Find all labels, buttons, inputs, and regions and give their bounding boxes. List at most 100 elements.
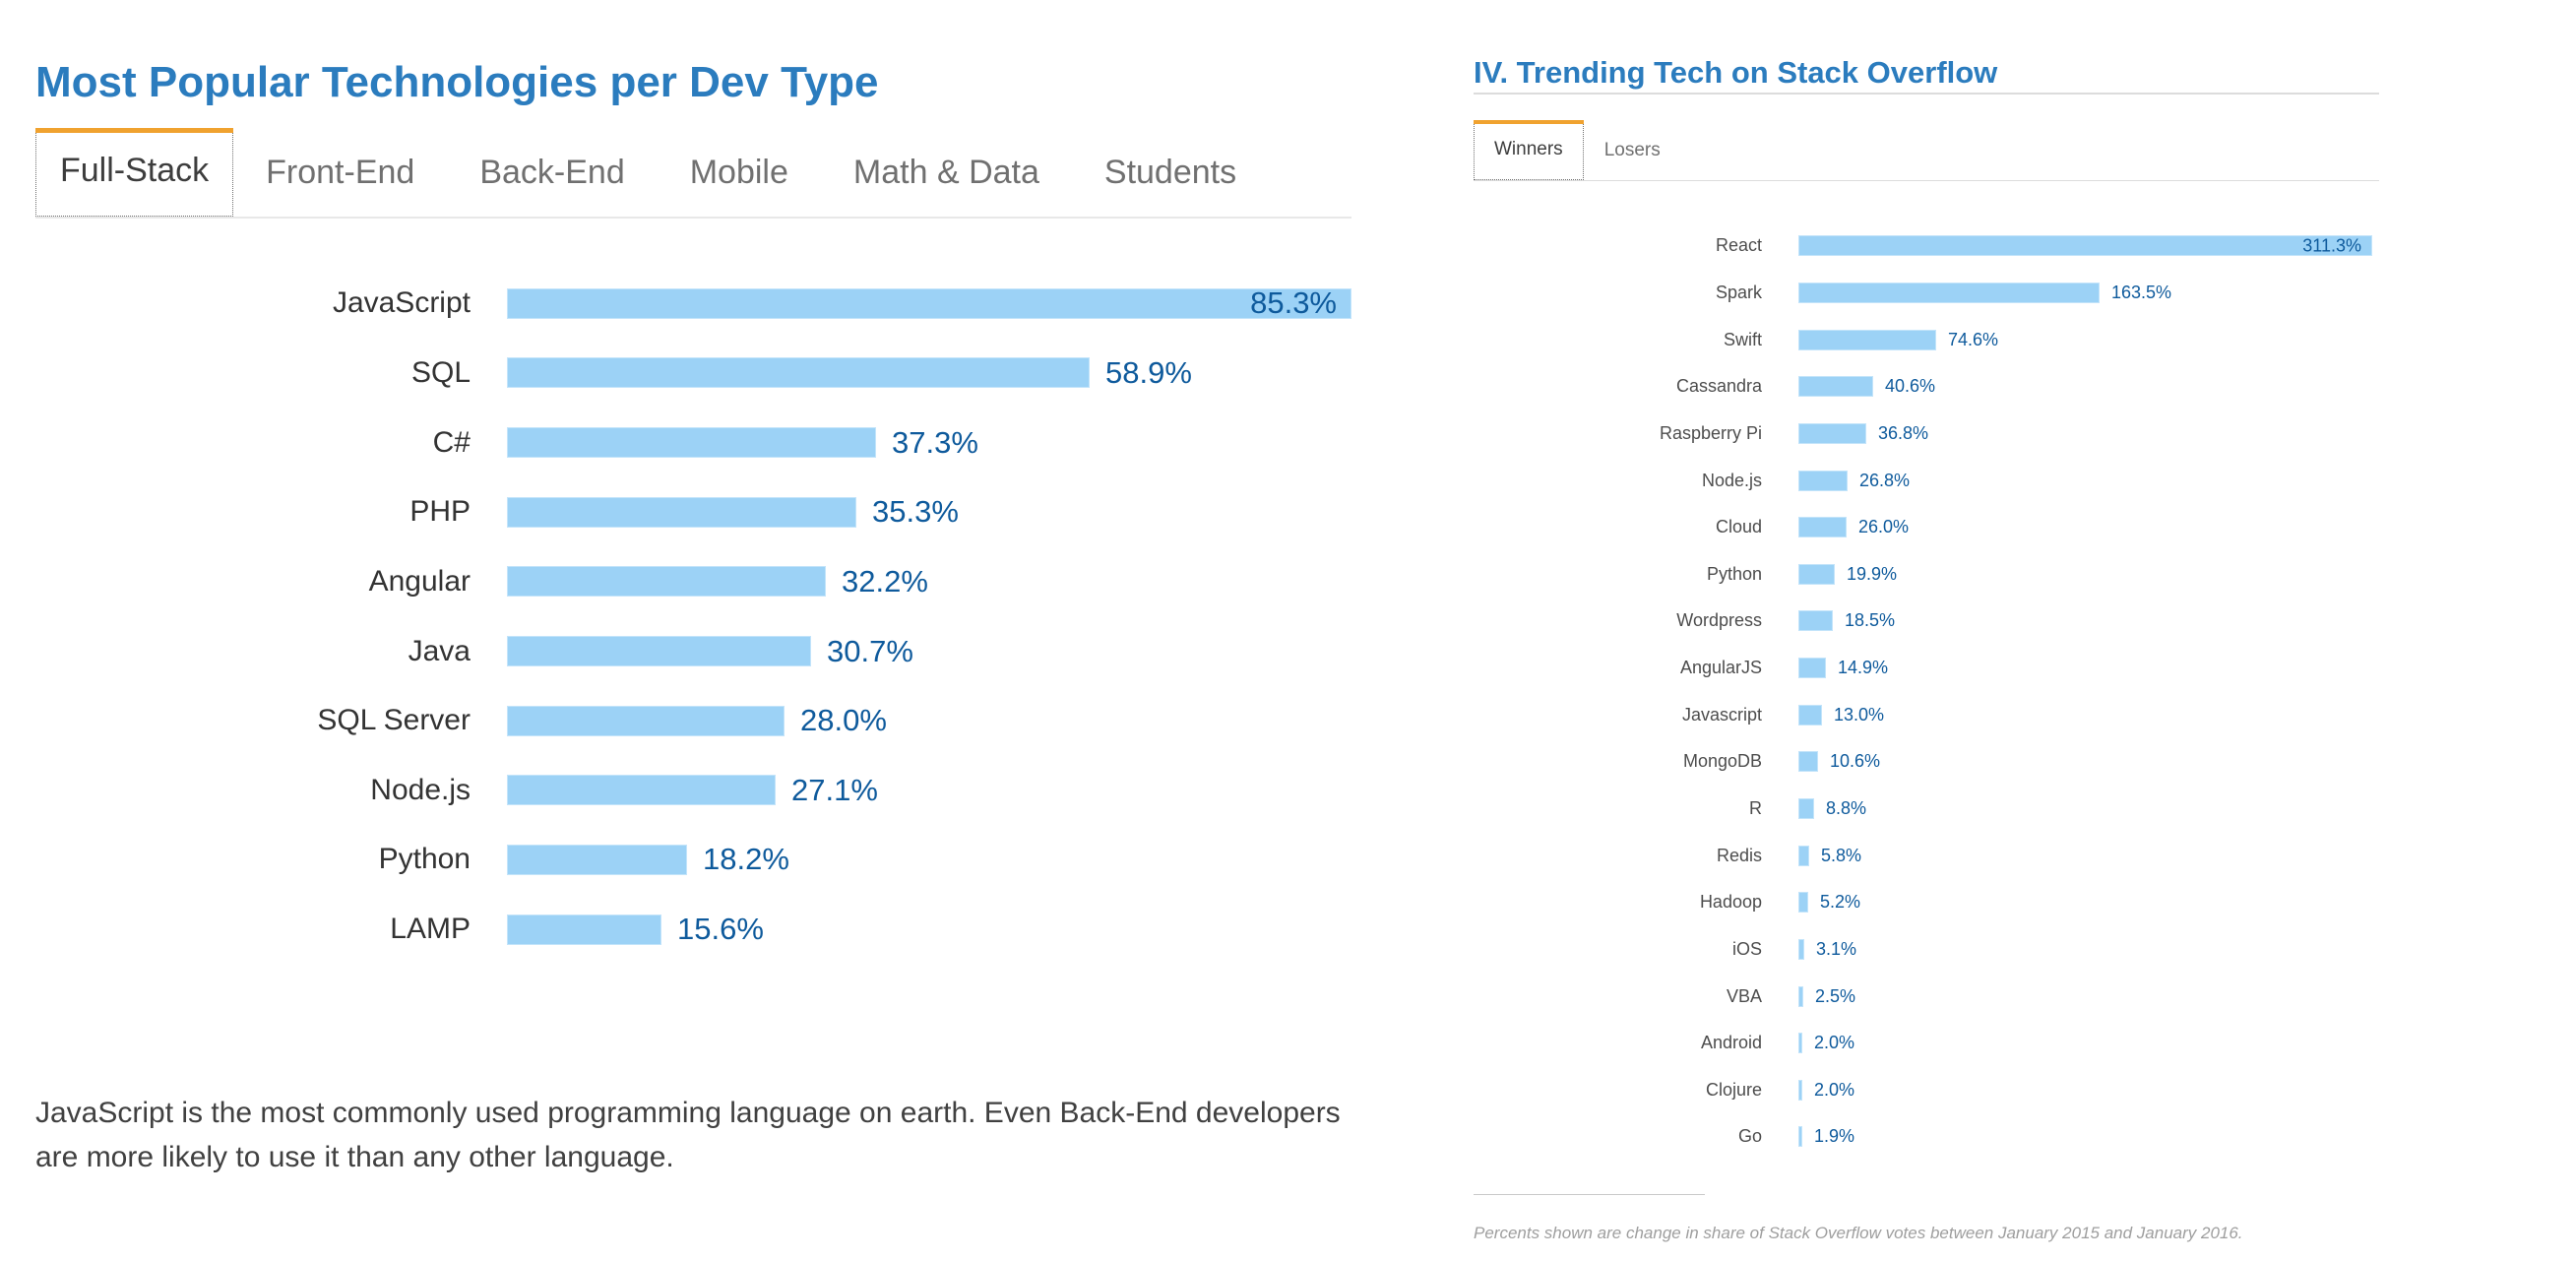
bar-track: 2.0% — [1798, 1033, 2379, 1054]
chart-row: JavaScript 85.3% — [35, 269, 1351, 339]
value-label: 5.2% — [1820, 892, 1861, 913]
chart-row: Javascript 13.0% — [1474, 691, 2379, 738]
value-label: 13.0% — [1834, 704, 1885, 725]
bar-track: 36.8% — [1798, 422, 2379, 444]
bar[interactable] — [507, 775, 776, 806]
chart-row: Redis 5.8% — [1474, 832, 2379, 879]
bar[interactable] — [1798, 422, 1866, 444]
bar[interactable] — [507, 496, 856, 528]
chart-row: VBA 2.5% — [1474, 973, 2379, 1020]
bar-track: 26.8% — [1798, 470, 2379, 491]
bar-track: 8.8% — [1798, 798, 2379, 819]
chart-row: Swift 74.6% — [1474, 316, 2379, 363]
bar-track: 163.5% — [1798, 282, 2379, 303]
tab-back-end[interactable]: Back-End — [479, 153, 625, 191]
bar-track: 14.9% — [1798, 658, 2379, 679]
bar[interactable] — [1798, 845, 1809, 866]
bar[interactable]: 85.3% — [507, 285, 1351, 320]
bar-track: 74.6% — [1798, 329, 2379, 350]
value-label: 19.9% — [1847, 563, 1898, 584]
bar-track: 1.9% — [1798, 1126, 2379, 1148]
chart-row: LAMP 15.6% — [35, 895, 1351, 965]
value-label: 27.1% — [791, 772, 878, 807]
value-label: 37.3% — [892, 424, 978, 460]
tab-winners[interactable]: Winners — [1474, 120, 1584, 180]
bar[interactable] — [507, 914, 661, 945]
bar[interactable] — [1798, 329, 1936, 350]
bar[interactable] — [1798, 798, 1814, 819]
popular-technologies-bar-chart: JavaScript 85.3% SQL 58.9% C# 37.3% PHP 35.3% An… — [35, 269, 1351, 964]
chart-row: Node.js 27.1% — [35, 755, 1351, 825]
category-label: Javascript — [1681, 704, 1762, 725]
bar-track: 85.3% — [507, 285, 1351, 320]
tab-front-end[interactable]: Front-End — [266, 153, 415, 191]
value-label: 2.0% — [1814, 1079, 1855, 1100]
bar[interactable]: 311.3% — [1798, 235, 2372, 257]
chart-row: React 311.3% — [1474, 222, 2379, 270]
category-label: Node.js — [370, 773, 471, 806]
bar-track: 19.9% — [1798, 563, 2379, 585]
bar[interactable] — [1798, 282, 2100, 303]
value-label: 8.8% — [1826, 798, 1867, 818]
category-label: SQL — [410, 355, 471, 389]
bar-track: 26.0% — [1798, 517, 2379, 538]
value-label: 26.0% — [1858, 517, 1910, 537]
bar-track: 30.7% — [507, 634, 1351, 669]
bar[interactable] — [1798, 470, 1848, 491]
tab-full-stack[interactable]: Full-Stack — [35, 128, 234, 217]
trending-tech-bar-chart: React 311.3% Spark 163.5% Swift 74.6% Cassandr… — [1474, 222, 2379, 1161]
value-label: 10.6% — [1830, 751, 1881, 772]
bar[interactable] — [507, 427, 876, 459]
category-label: PHP — [409, 495, 471, 529]
category-label: Spark — [1715, 282, 1762, 302]
bar[interactable] — [507, 566, 826, 598]
bar[interactable] — [507, 357, 1090, 389]
bar[interactable] — [1798, 751, 1818, 773]
chart-row: Python 18.2% — [35, 825, 1351, 895]
category-label: JavaScript — [332, 286, 471, 320]
bar[interactable] — [1798, 610, 1833, 632]
chart-row: Spark 163.5% — [1474, 270, 2379, 317]
bar[interactable] — [1798, 1079, 1802, 1101]
category-label: Android — [1700, 1033, 1762, 1053]
value-label: 163.5% — [2111, 282, 2172, 302]
chart-row: Python 19.9% — [1474, 550, 2379, 598]
category-label: Cloud — [1715, 517, 1762, 537]
value-label: 14.9% — [1838, 658, 1889, 678]
bar[interactable] — [507, 636, 811, 667]
bar[interactable] — [1798, 938, 1804, 960]
tab-students[interactable]: Students — [1103, 153, 1237, 191]
tab-mobile[interactable]: Mobile — [689, 153, 788, 191]
value-label: 18.2% — [703, 842, 789, 877]
bar[interactable] — [1798, 658, 1826, 679]
bar[interactable] — [1798, 1126, 1802, 1148]
bar-track: 27.1% — [507, 773, 1351, 808]
category-label: AngularJS — [1679, 658, 1762, 678]
bar[interactable] — [1798, 985, 1803, 1007]
chart-row: Java 30.7% — [35, 616, 1351, 686]
right-panel-title: IV. Trending Tech on Stack Overflow — [1474, 54, 1998, 90]
bar-track: 18.5% — [1798, 610, 2379, 632]
bar-track: 2.0% — [1798, 1079, 2379, 1101]
tab-math-data[interactable]: Math & Data — [852, 153, 1039, 191]
bar[interactable] — [507, 844, 687, 875]
chart-row: Node.js 26.8% — [1474, 457, 2379, 504]
bar[interactable] — [1798, 892, 1808, 914]
chart-row: R 8.8% — [1474, 786, 2379, 833]
bar[interactable] — [1798, 563, 1835, 585]
value-label: 30.7% — [827, 633, 913, 668]
category-label: Clojure — [1705, 1079, 1762, 1100]
tab-losers[interactable]: Losers — [1603, 139, 1661, 160]
chart-caption: JavaScript is the most commonly used pro… — [35, 1097, 1341, 1173]
bar-track: 3.1% — [1798, 938, 2379, 960]
bar[interactable] — [507, 705, 785, 736]
bar[interactable] — [1798, 1033, 1802, 1054]
value-label: 32.2% — [842, 563, 928, 599]
chart-row: Clojure 2.0% — [1474, 1067, 2379, 1114]
value-label: 74.6% — [1948, 329, 1999, 349]
category-label: C# — [432, 425, 471, 459]
bar[interactable] — [1798, 376, 1873, 398]
bar[interactable] — [1798, 517, 1847, 538]
left-panel-title: Most Popular Technologies per Dev Type — [35, 58, 879, 107]
bar[interactable] — [1798, 704, 1822, 725]
